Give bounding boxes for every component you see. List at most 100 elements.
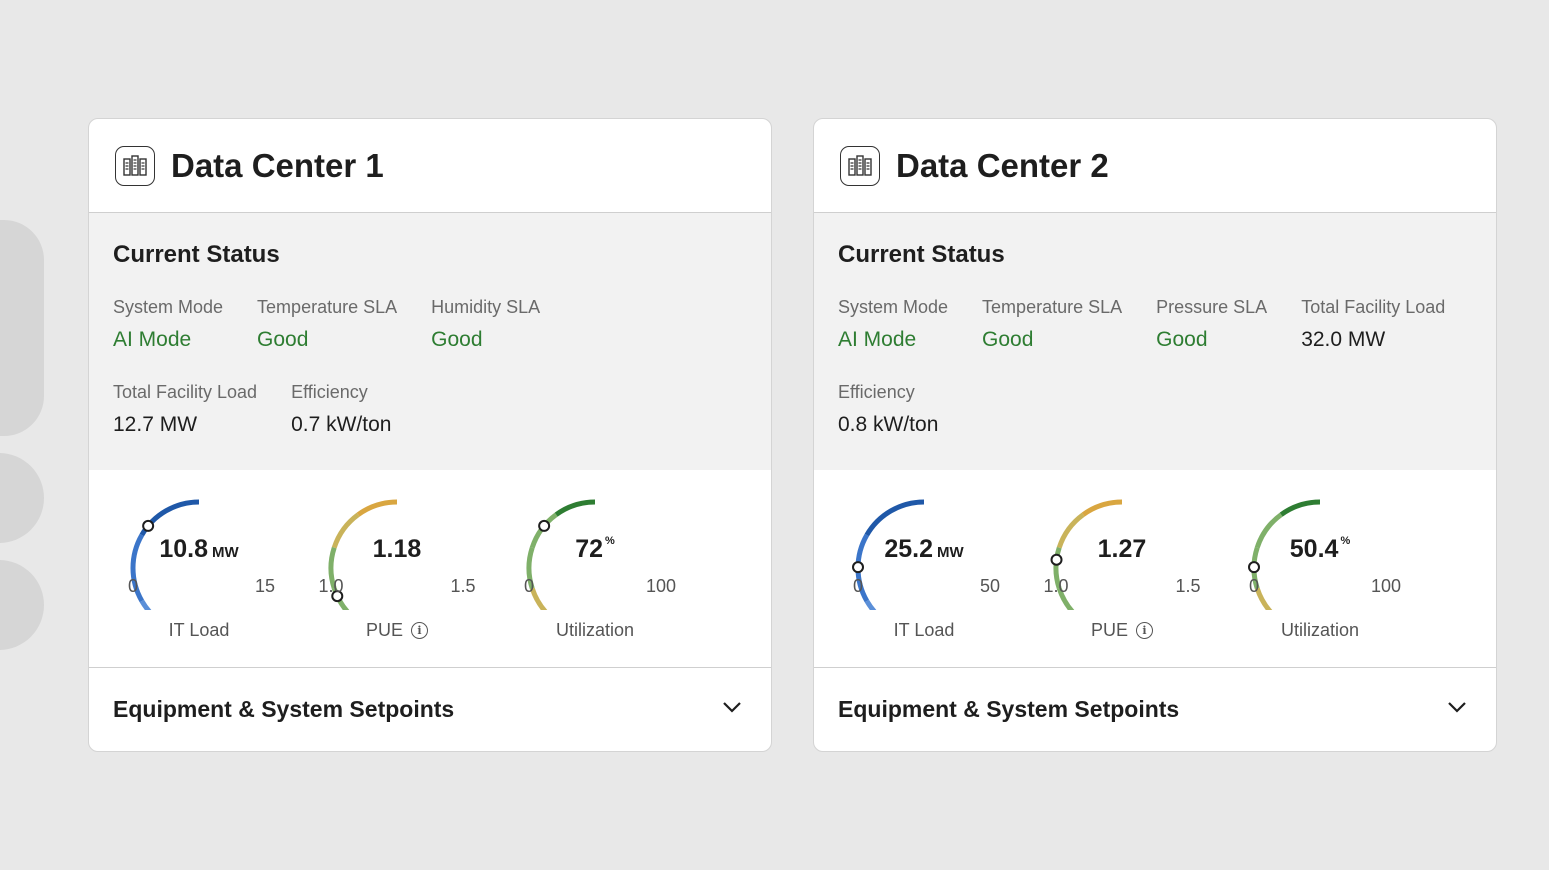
info-icon[interactable]: i <box>1136 622 1153 639</box>
gauge-max-label: 1.5 <box>450 576 476 596</box>
metric-label: Temperature SLA <box>982 297 1123 317</box>
gauge-max-label: 15 <box>254 576 276 596</box>
metric-label: System Mode <box>113 297 224 317</box>
data-center-card: Data Center 2 Current Status System Mode… <box>813 118 1497 752</box>
background-shape <box>0 220 44 436</box>
card-title: Data Center 1 <box>171 146 384 184</box>
metric-value: Good <box>257 328 309 351</box>
status-metric: System Mode AI Mode <box>838 297 948 352</box>
metric-value: 32.0 MW <box>1301 328 1386 351</box>
gauge-value: 72% <box>505 535 685 564</box>
metric-label: Humidity SLA <box>431 297 541 317</box>
metric-label: Efficiency <box>291 382 368 402</box>
card-title: Data Center 2 <box>896 146 1109 184</box>
gauges-section: 10.8 MW 0 15 IT Load 1.18 1.0 1.5 PUE i 72% 0 100 Uti… <box>89 470 771 668</box>
status-metric: Total Facility Load 32.0 MW <box>1301 297 1445 352</box>
gauge-max-label: 100 <box>645 576 677 596</box>
gauge-segment <box>328 546 337 590</box>
background-shape <box>0 560 44 650</box>
status-metric: Efficiency 0.7 kW/ton <box>291 382 391 437</box>
gauge-marker <box>331 590 344 603</box>
metric-value: AI Mode <box>113 328 192 351</box>
gauge-segment <box>1254 587 1273 610</box>
gauge-value-number: 10.8 <box>159 535 208 563</box>
metric-row: Total Facility Load 12.7 MW Efficiency 0.7 … <box>113 382 747 437</box>
gauge-arc <box>1050 499 1123 610</box>
gauge-min-label: 0 <box>1248 576 1260 596</box>
gauge-marker <box>852 561 865 574</box>
gauge-value-number: 1.18 <box>372 535 422 563</box>
gauge-value-number: 1.27 <box>1097 535 1147 563</box>
setpoints-title: Equipment & System Setpoints <box>838 695 1180 722</box>
metric-row: System Mode AI Mode Temperature SLA Good Hum… <box>113 297 747 352</box>
gauge-segment <box>526 546 535 590</box>
metric-value: AI Mode <box>838 328 917 351</box>
metric-label: Total Facility Load <box>113 382 258 402</box>
metric-label: Efficiency <box>838 382 915 402</box>
metric-label: System Mode <box>838 297 949 317</box>
utilization-gauge: 50.4% 0 100 Utilization <box>1230 490 1410 660</box>
gauge-marker <box>1248 561 1261 574</box>
status-metric: Temperature SLA Good <box>982 297 1122 352</box>
status-heading: Current Status <box>113 241 280 268</box>
status-metric: Temperature SLA Good <box>257 297 397 352</box>
metric-row: System Mode AI Mode Temperature SLA Good Pre… <box>838 297 1472 352</box>
status-heading: Current Status <box>838 241 1005 268</box>
gauge-max-label: 100 <box>1370 576 1402 596</box>
gauge-segment <box>139 599 152 610</box>
current-status-section: Current Status System Mode AI Mode Tempera… <box>814 213 1496 470</box>
gauge-label-text: PUE <box>365 620 403 640</box>
gauge-label: IT Load <box>834 620 1014 641</box>
gauge-min-label: 0 <box>852 576 864 596</box>
metric-label: Temperature SLA <box>257 297 398 317</box>
gauge-segment <box>1279 499 1321 517</box>
current-status-section: Current Status System Mode AI Mode Tempera… <box>89 213 771 470</box>
background-shape <box>0 453 44 543</box>
server-rack-icon <box>115 145 155 186</box>
gauge-unit: MW <box>212 544 239 561</box>
metric-value: 0.8 kW/ton <box>838 413 939 436</box>
status-metric: Humidity SLA Good <box>431 297 540 352</box>
gauge-marker <box>142 519 155 532</box>
chevron-down-icon[interactable] <box>1446 700 1468 719</box>
it-load-gauge: 10.8 MW 0 15 IT Load <box>109 490 289 660</box>
chevron-down-icon[interactable] <box>721 700 743 719</box>
gauge-label: PUE i <box>307 620 487 641</box>
metric-label: Total Facility Load <box>1301 297 1446 317</box>
gauge-marker <box>538 519 551 532</box>
gauge-segment <box>554 499 596 517</box>
metric-value: Good <box>982 328 1034 351</box>
metric-label: Pressure SLA <box>1156 297 1268 317</box>
it-load-gauge: 25.2 MW 0 50 IT Load <box>834 490 1014 660</box>
gauge-segment <box>1053 546 1062 590</box>
status-metric: System Mode AI Mode <box>113 297 223 352</box>
gauge-arc <box>1248 499 1321 610</box>
metric-value: Good <box>431 328 483 351</box>
data-center-card: Data Center 1 Current Status System Mode… <box>88 118 772 752</box>
gauge-segment <box>864 499 925 537</box>
gauge-max-label: 50 <box>979 576 1001 596</box>
gauge-value: 50.4% <box>1230 535 1410 564</box>
status-metric: Efficiency 0.8 kW/ton <box>838 382 938 437</box>
info-icon[interactable]: i <box>411 622 428 639</box>
gauge-min-label: 0 <box>127 576 139 596</box>
gauge-label: IT Load <box>109 620 289 641</box>
gauge-segment <box>1056 587 1075 610</box>
gauge-min-label: 1.0 <box>318 576 344 596</box>
card-header: Data Center 1 <box>89 119 771 213</box>
gauge-segment <box>1056 512 1085 549</box>
setpoints-accordion[interactable]: Equipment & System Setpoints <box>89 668 771 750</box>
gauge-segment <box>529 587 548 610</box>
setpoints-title: Equipment & System Setpoints <box>113 695 455 722</box>
gauge-segment <box>130 533 145 603</box>
gauge-segment <box>1081 499 1123 517</box>
gauge-segment <box>356 499 398 517</box>
metric-row: Efficiency 0.8 kW/ton <box>838 382 1472 437</box>
setpoints-accordion[interactable]: Equipment & System Setpoints <box>814 668 1496 750</box>
gauge-segment <box>1254 512 1283 549</box>
pue-gauge: 1.18 1.0 1.5 PUE i <box>307 490 487 660</box>
gauge-label: Utilization <box>1230 620 1410 641</box>
gauge-value-number: 50.4 <box>1289 535 1339 563</box>
utilization-gauge: 72% 0 100 Utilization <box>505 490 685 660</box>
gauge-label-text: Utilization <box>1280 620 1360 640</box>
